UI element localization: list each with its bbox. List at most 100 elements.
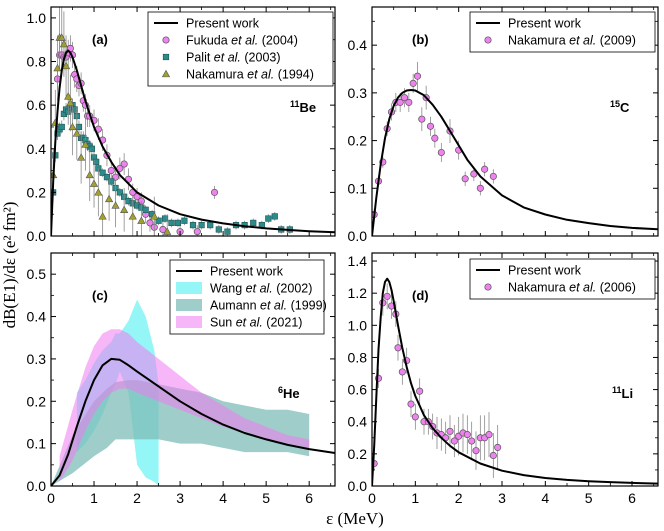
y-tick-label: 0.0 [348,228,368,244]
legend-label: Present work [508,264,582,278]
data-point [396,98,404,106]
data-point [198,221,205,229]
y-tick-label: 0.0 [27,478,47,494]
curve-present-work [372,277,658,486]
data-point [120,205,129,214]
legend-label-part: (1994) [274,68,314,82]
y-tick-label: 1.0 [348,317,368,333]
legend-label: Wang et al. (2002) [210,282,312,296]
legend-marker [161,69,171,78]
legend-label-part: Aumann [210,299,260,313]
legend-label: Fukuda et al. (2004) [186,34,298,48]
legend-label-part: Present work [508,17,582,31]
x-tick-label: 1 [411,490,419,506]
data-point [88,145,95,152]
y-tick-label: 0.2 [27,184,47,200]
data-point [398,368,406,376]
y-tick-label: 1.2 [348,285,368,301]
x-tick-label: 6 [305,490,313,506]
legend-label-part: Present work [210,265,284,279]
legend-label-part: (2021) [263,316,303,330]
y-tick-label: 0.8 [348,349,368,365]
x-tick-label: 3 [498,490,506,506]
legend-label-part: et al. [569,34,596,48]
data-point [193,228,201,236]
ticks: 0 1 2 3 4 5 6 0.0 0.2 0.4 0.6 0.8 1.0 1.2 1.4 [348,253,658,506]
legend-label-part: et al. [247,68,274,82]
plot-frame [50,6,336,237]
data-point [489,451,497,460]
y-tick-label: 0.5 [27,266,47,282]
legend-label-part: et al. [231,34,258,48]
legend-marker [162,36,170,44]
x-tick-label: 5 [262,490,270,506]
data-point [437,148,445,157]
data-point [461,175,469,183]
data-point [407,400,415,408]
legend: Present work Nakamura et al. (2006) [469,258,656,300]
data-point [161,215,169,222]
x-tick-label: 4 [541,490,549,506]
panel-b: 0.0 0.1 0.2 0.3 0.4 (b) 15C Present work Nakamur… [348,6,659,244]
legend-label-part: (2003) [241,51,281,65]
data-point [94,188,103,196]
data-point [58,123,65,131]
plot-area [372,277,658,486]
panel-label: (d) [412,288,429,303]
data-point [75,123,83,131]
y-tick-label: 0.3 [27,351,47,367]
x-tick-label: 6 [628,490,636,506]
legend-swatch [176,282,202,294]
nucleus-symbol: He [283,386,300,401]
legend-label: Present work [186,17,260,31]
data-point [470,170,478,178]
data-point [71,106,78,113]
data-point [250,219,257,227]
y-tick-label: 1.0 [27,10,47,26]
data-point [210,188,219,196]
data-point [426,122,435,130]
legend-marker [484,283,492,291]
y-tick-label: 0.3 [348,85,368,101]
y-tick-label: 0.4 [27,141,47,157]
nucleus-mass: 11 [612,385,622,395]
data-point [450,437,458,445]
legend-label-part: Nakamura [186,68,247,82]
curve-present-work [51,49,335,236]
data-point [446,427,454,435]
data-point [163,227,172,235]
legend-label-part: et al. [246,282,273,296]
data-point [394,344,402,352]
data-point [224,228,231,235]
data-point [215,226,222,233]
panel-label: (b) [412,32,429,47]
legend-label-part: Fukuda [186,34,231,48]
legend-label-part: Present work [186,17,260,31]
data-point [416,387,424,395]
x-tick-label: 4 [219,490,227,506]
panel-a: 0.0 0.2 0.4 0.6 0.8 1.0 (a) 11Be Present work Fuk… [27,6,336,244]
data-point [271,213,278,220]
y-tick-label: 0.1 [27,436,47,452]
legend: Present work Fukuda et al. (2004) Palit et… [147,11,334,87]
legend-label-part: Palit [186,51,214,65]
plot-area [372,61,658,236]
nucleus-label: 15C [610,99,630,115]
data-point [409,79,417,87]
legend-label-part: Present work [508,264,582,278]
data-point [418,115,426,123]
data-point [137,216,146,224]
data-point [174,219,182,227]
data-point [468,437,476,445]
data-point [103,174,111,181]
legend-label-part: (2009) [596,34,636,48]
legend: Present work Nakamura et al. (2009) [469,11,656,53]
data-point [89,179,99,187]
data-point [108,178,115,185]
legend-label-part: Wang [210,282,246,296]
nucleus-label: 6He [278,385,300,401]
data-point [104,194,114,203]
data-point [93,158,100,165]
data-point [64,92,73,100]
